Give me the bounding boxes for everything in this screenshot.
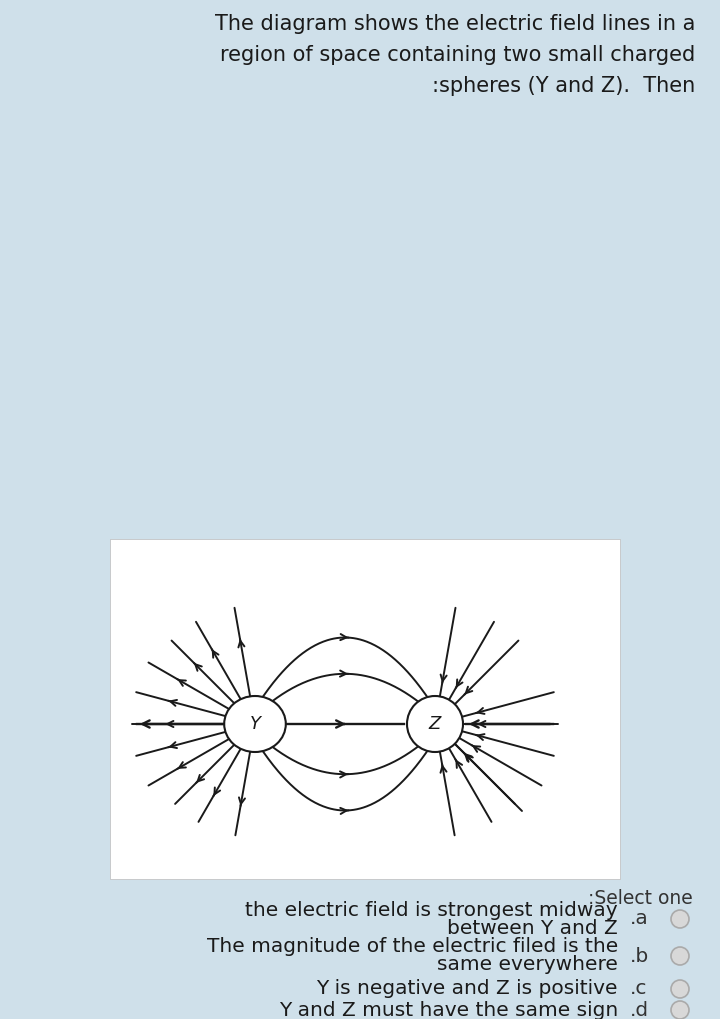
Circle shape — [671, 947, 689, 965]
Text: between Y and Z: between Y and Z — [447, 918, 618, 937]
Text: .a: .a — [630, 910, 649, 928]
Text: same everywhere: same everywhere — [437, 956, 618, 974]
Circle shape — [671, 910, 689, 928]
Text: Y and Z must have the same sign: Y and Z must have the same sign — [279, 1001, 618, 1019]
Text: :spheres (Y and Z).  Then: :spheres (Y and Z). Then — [432, 76, 695, 96]
Text: the electric field is strongest midway: the electric field is strongest midway — [246, 901, 618, 919]
Text: .d: .d — [630, 1001, 649, 1019]
Text: .c: .c — [630, 979, 647, 999]
Text: :Select one: :Select one — [588, 889, 693, 908]
Text: Y: Y — [250, 715, 261, 733]
Circle shape — [671, 1001, 689, 1019]
Text: The magnitude of the electric filed is the: The magnitude of the electric filed is t… — [207, 937, 618, 957]
Circle shape — [671, 980, 689, 998]
Text: Z: Z — [429, 715, 441, 733]
Text: Y is negative and Z is positive: Y is negative and Z is positive — [317, 979, 618, 999]
Ellipse shape — [407, 696, 463, 752]
Bar — [110, 539, 620, 879]
Text: The diagram shows the electric field lines in a: The diagram shows the electric field lin… — [215, 14, 695, 34]
Text: .b: .b — [630, 947, 649, 965]
Ellipse shape — [224, 696, 286, 752]
Text: region of space containing two small charged: region of space containing two small cha… — [220, 45, 695, 65]
